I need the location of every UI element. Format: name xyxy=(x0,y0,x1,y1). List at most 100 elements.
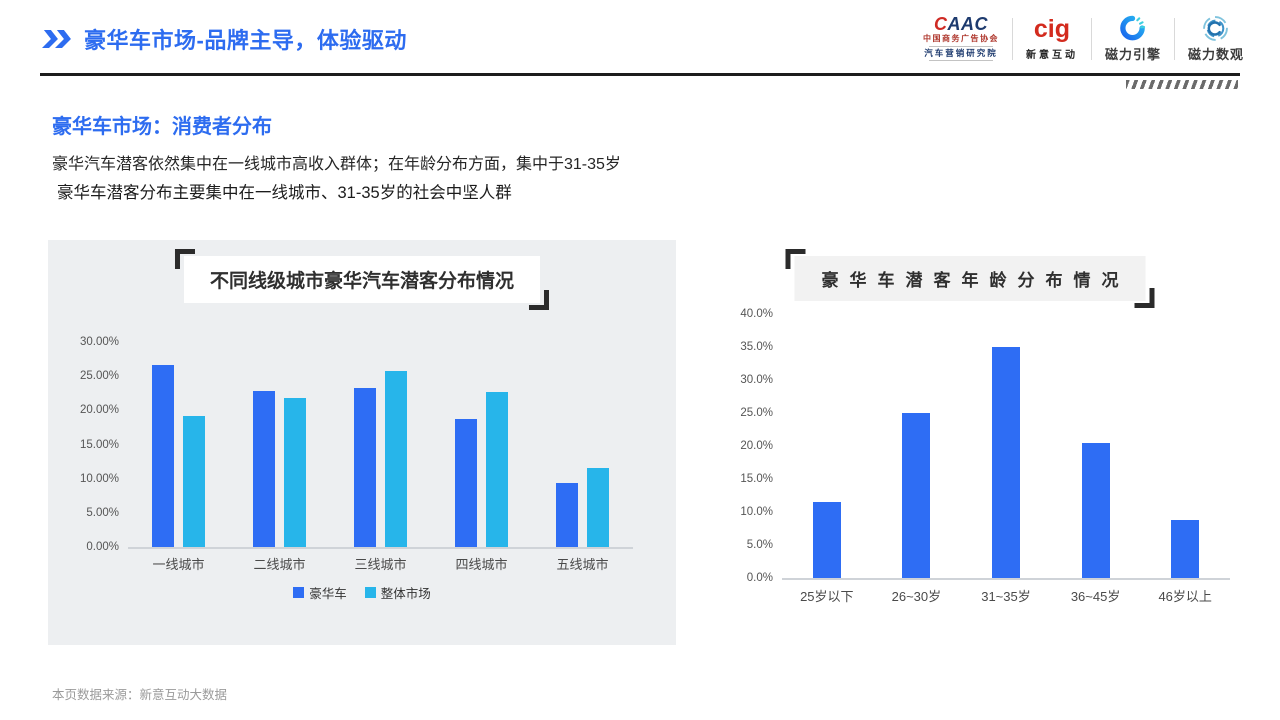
corner-bracket-icon xyxy=(174,249,195,269)
bar-group xyxy=(229,342,330,547)
logo-divider xyxy=(1011,18,1013,60)
bar xyxy=(284,398,306,547)
y-axis-tick-label: 30.00% xyxy=(79,336,119,348)
x-axis-label: 二线城市 xyxy=(253,557,306,572)
chart-legend: 豪华车 整体市场 xyxy=(48,583,676,602)
x-axis-label: 36~45岁 xyxy=(1070,589,1121,604)
y-axis: 0.0% 5.0% 10.0% 15.0% 20.0% 25.0% 30.0% 35.0% 40… xyxy=(709,308,773,584)
data-observe-icon xyxy=(1203,16,1229,41)
caac-letter-c: C xyxy=(933,13,948,34)
x-axis-label: 一线城市 xyxy=(152,557,205,572)
cili-yinqing-label: 磁力引擎 xyxy=(1104,47,1161,62)
x-axis-label: 三线城市 xyxy=(354,557,407,572)
bar xyxy=(556,482,578,547)
y-axis-tick-label: 0.00% xyxy=(86,541,119,553)
chart-title: 不同线级城市豪华汽车潜客分布情况 xyxy=(209,271,515,292)
x-axis-label: 五线城市 xyxy=(556,557,609,572)
plot-area: 0.00% 5.00% 10.00% 15.00% 20.00% 25.00% 30.00% xyxy=(80,336,633,553)
corner-bracket-icon xyxy=(529,290,550,310)
bar-group xyxy=(330,342,431,547)
x-axis-label: 46岁以上 xyxy=(1158,589,1212,604)
caac-letters-aac: AAC xyxy=(947,13,988,34)
y-axis-tick-label: 20.0% xyxy=(740,440,773,452)
legend-label: 整体市场 xyxy=(380,587,431,601)
cig-wordmark: cig xyxy=(1033,15,1071,43)
logo-row: CAAC 中国商务广告协会 汽车营销研究院 cig 新意互动 xyxy=(922,13,1244,64)
y-axis-tick-label: 35.0% xyxy=(740,341,773,353)
caac-cn-line1: 中国商务广告协会 xyxy=(922,34,999,44)
bar-group xyxy=(872,314,962,578)
legend-swatch xyxy=(364,587,376,598)
legend-label: 豪华车 xyxy=(309,587,347,601)
bar xyxy=(385,370,407,547)
x-axis-label: 25岁以下 xyxy=(800,589,854,604)
bar-group xyxy=(532,342,633,547)
city-distribution-chart: 不同线级城市豪华汽车潜客分布情况 0.00% 5.00% 10.00% 15.00% 2… xyxy=(48,240,676,645)
y-axis-tick-label: 30.0% xyxy=(740,374,773,386)
legend-item: 豪华车 xyxy=(293,583,347,602)
bars-container xyxy=(782,314,1230,578)
chart-title-box: 不同线级城市豪华汽车潜客分布情况 xyxy=(174,249,550,310)
y-axis-tick-label: 25.00% xyxy=(79,370,119,383)
cili-shuguan-label: 磁力数观 xyxy=(1187,47,1244,62)
cili-shuguan-logo: 磁力数观 xyxy=(1188,15,1244,63)
cig-logo: cig 新意互动 xyxy=(1025,15,1078,62)
y-axis: 0.00% 5.00% 10.00% 15.00% 20.00% 25.00% 30.00% xyxy=(55,336,119,553)
bar xyxy=(1171,519,1200,578)
y-axis-tick-label: 5.0% xyxy=(746,539,773,551)
y-axis-tick-label: 0.0% xyxy=(746,572,773,584)
bar xyxy=(1081,442,1110,578)
y-axis-tick-label: 15.00% xyxy=(79,438,119,451)
bar xyxy=(991,347,1020,578)
intro-text-line1: 豪华汽车潜客依然集中在一线城市高收入群体；在年龄分布方面，集中于31-35岁 xyxy=(52,156,621,173)
header: 豪华车市场-品牌主导，体验驱动 CAAC 中国商务广告协会 汽车营销研究院 ci… xyxy=(40,8,1244,70)
legend-swatch xyxy=(293,587,305,598)
y-axis-tick-label: 20.00% xyxy=(79,404,119,417)
caac-wordmark: CAAC xyxy=(923,13,999,35)
caac-cn-line2: 汽车营销研究院 xyxy=(924,48,998,59)
bar xyxy=(253,391,275,547)
x-axis-label: 31~35岁 xyxy=(981,589,1031,604)
bar xyxy=(486,391,508,547)
caac-en-line xyxy=(928,46,993,48)
logo-divider xyxy=(1090,18,1092,60)
bar-group xyxy=(1051,314,1141,578)
cig-cn-label: 新意互动 xyxy=(1025,50,1078,61)
magnet-engine-icon xyxy=(1120,15,1146,41)
x-axis: 25岁以下 26~30岁 31~35岁 36~45岁 46岁以上 xyxy=(782,586,1230,605)
bar-group xyxy=(128,342,229,547)
header-divider-line xyxy=(40,73,1240,76)
bar xyxy=(902,413,931,578)
plot-area: 0.0% 5.0% 10.0% 15.0% 20.0% 25.0% 30.0% 35.0% 40… xyxy=(740,308,1230,584)
section-title: 豪华车市场：消费者分布 xyxy=(52,116,272,138)
corner-bracket-icon xyxy=(785,249,806,269)
y-axis-tick-label: 25.0% xyxy=(740,407,773,419)
bar-group xyxy=(1140,314,1230,578)
bar-group xyxy=(782,314,872,578)
y-axis-tick-label: 10.0% xyxy=(740,506,773,518)
caac-en-line xyxy=(928,60,993,62)
chart-title: 豪华车潜客年龄分布情况 xyxy=(821,271,1130,290)
bar xyxy=(587,468,609,547)
y-axis-tick-label: 40.0% xyxy=(740,308,773,320)
legend-item: 整体市场 xyxy=(364,583,431,602)
logo-divider xyxy=(1173,18,1175,60)
bar xyxy=(183,415,205,547)
caac-logo: CAAC 中国商务广告协会 汽车营销研究院 xyxy=(922,13,999,64)
header-title-block: 豪华车市场-品牌主导，体验驱动 xyxy=(40,23,407,55)
age-distribution-chart: 豪华车潜客年龄分布情况 0.0% 5.0% 10.0% 15.0% 20.0% 25.0%… xyxy=(700,249,1240,650)
bar xyxy=(455,419,477,547)
corner-bracket-icon xyxy=(1134,288,1155,308)
page-title: 豪华车市场-品牌主导，体验驱动 xyxy=(84,28,407,53)
bar-group xyxy=(431,342,532,547)
cili-yinqing-logo: 磁力引擎 xyxy=(1105,15,1161,63)
bar xyxy=(812,502,841,578)
bar xyxy=(152,364,174,547)
x-axis-label: 四线城市 xyxy=(455,557,508,572)
x-axis: 一线城市 二线城市 三线城市 四线城市 五线城市 xyxy=(128,554,633,573)
bars-container xyxy=(128,342,633,547)
y-axis-tick-label: 10.00% xyxy=(79,472,119,485)
data-source-note: 本页数据来源：新意互动大数据 xyxy=(52,688,228,702)
bar xyxy=(354,387,376,547)
